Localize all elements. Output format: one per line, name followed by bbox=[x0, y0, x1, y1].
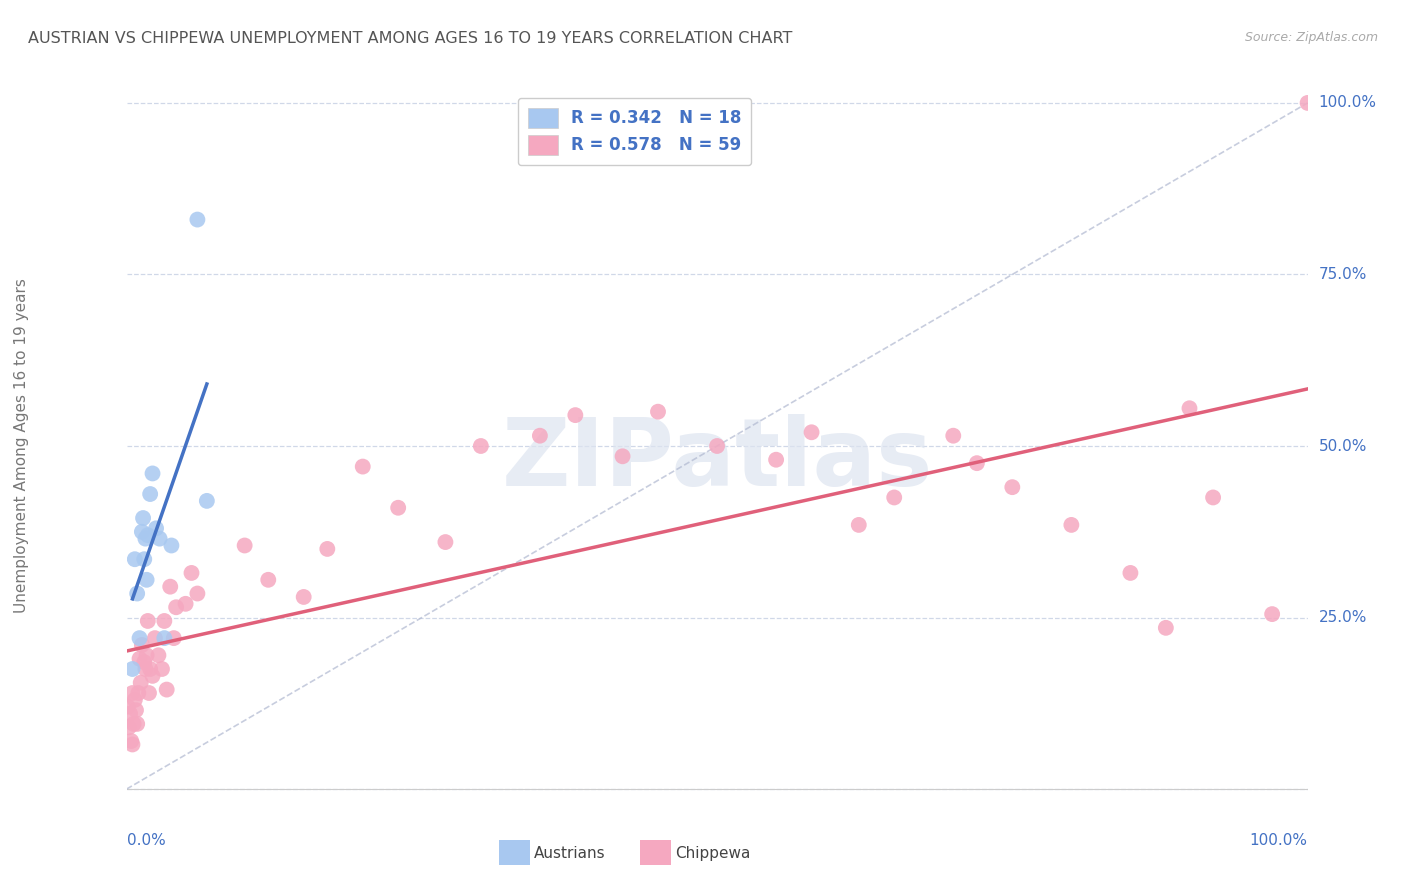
Point bbox=[195, 494, 218, 508]
Point bbox=[141, 669, 163, 683]
Point bbox=[942, 428, 965, 442]
Point bbox=[647, 405, 669, 419]
Point bbox=[149, 532, 172, 546]
Point bbox=[186, 212, 208, 227]
Text: 50.0%: 50.0% bbox=[1319, 439, 1367, 453]
Point bbox=[156, 682, 179, 697]
Text: Source: ZipAtlas.com: Source: ZipAtlas.com bbox=[1244, 31, 1378, 45]
Point bbox=[883, 491, 905, 505]
Point bbox=[257, 573, 280, 587]
Text: 100.0%: 100.0% bbox=[1319, 95, 1376, 111]
Point bbox=[118, 720, 141, 734]
Point bbox=[800, 425, 823, 440]
Point bbox=[134, 552, 156, 566]
Point bbox=[174, 597, 197, 611]
Point bbox=[1060, 517, 1083, 532]
Legend: R = 0.342   N = 18, R = 0.578   N = 59: R = 0.342 N = 18, R = 0.578 N = 59 bbox=[517, 97, 751, 165]
Point bbox=[1178, 401, 1201, 416]
Point bbox=[292, 590, 315, 604]
Point bbox=[120, 706, 142, 721]
Text: 100.0%: 100.0% bbox=[1250, 833, 1308, 848]
Point bbox=[1119, 566, 1142, 580]
Point bbox=[186, 586, 208, 600]
Point bbox=[143, 631, 166, 645]
Point bbox=[135, 648, 157, 663]
Text: Chippewa: Chippewa bbox=[675, 847, 751, 861]
Text: 75.0%: 75.0% bbox=[1319, 267, 1367, 282]
Point bbox=[387, 500, 409, 515]
Point bbox=[145, 521, 167, 535]
Point bbox=[125, 703, 148, 717]
Point bbox=[135, 573, 157, 587]
Point bbox=[128, 651, 150, 665]
Point bbox=[765, 452, 787, 467]
Point bbox=[966, 456, 988, 470]
Point bbox=[1202, 491, 1225, 505]
Point bbox=[165, 600, 187, 615]
Point bbox=[163, 631, 186, 645]
Point bbox=[1001, 480, 1024, 494]
Point bbox=[121, 686, 143, 700]
Point bbox=[529, 428, 551, 442]
Point bbox=[180, 566, 202, 580]
Point bbox=[132, 511, 155, 525]
Point bbox=[138, 686, 160, 700]
Point bbox=[134, 655, 156, 669]
Point bbox=[233, 539, 256, 553]
Point bbox=[124, 552, 146, 566]
Point bbox=[612, 450, 634, 464]
Point bbox=[153, 614, 176, 628]
Point bbox=[139, 662, 162, 676]
Text: AUSTRIAN VS CHIPPEWA UNEMPLOYMENT AMONG AGES 16 TO 19 YEARS CORRELATION CHART: AUSTRIAN VS CHIPPEWA UNEMPLOYMENT AMONG … bbox=[28, 31, 793, 46]
Point bbox=[129, 675, 152, 690]
Point bbox=[136, 528, 159, 542]
Point bbox=[131, 524, 153, 539]
Point bbox=[122, 717, 145, 731]
Point bbox=[159, 580, 181, 594]
Point bbox=[153, 631, 176, 645]
Point bbox=[848, 517, 870, 532]
Point bbox=[134, 662, 156, 676]
Point bbox=[121, 662, 143, 676]
Point bbox=[120, 734, 142, 748]
Point bbox=[316, 541, 339, 556]
Point bbox=[127, 586, 149, 600]
Point bbox=[139, 487, 162, 501]
Point bbox=[148, 648, 170, 663]
Text: Austrians: Austrians bbox=[534, 847, 606, 861]
Point bbox=[1296, 95, 1319, 110]
Point bbox=[564, 408, 586, 422]
Point bbox=[470, 439, 492, 453]
Point bbox=[127, 686, 149, 700]
Text: ZIPatlas: ZIPatlas bbox=[502, 414, 932, 507]
Point bbox=[150, 662, 173, 676]
Text: Unemployment Among Ages 16 to 19 years: Unemployment Among Ages 16 to 19 years bbox=[14, 278, 28, 614]
Point bbox=[131, 638, 153, 652]
Point bbox=[124, 693, 146, 707]
Point bbox=[136, 614, 159, 628]
Text: 25.0%: 25.0% bbox=[1319, 610, 1367, 625]
Point bbox=[121, 738, 143, 752]
Point bbox=[160, 539, 183, 553]
Point bbox=[352, 459, 374, 474]
Point bbox=[127, 717, 149, 731]
Point bbox=[117, 699, 139, 714]
Point bbox=[134, 532, 156, 546]
Point bbox=[1261, 607, 1284, 621]
Text: 0.0%: 0.0% bbox=[127, 833, 166, 848]
Point bbox=[141, 467, 163, 481]
Point bbox=[706, 439, 728, 453]
Point bbox=[1154, 621, 1177, 635]
Point bbox=[128, 631, 150, 645]
Point bbox=[434, 535, 457, 549]
